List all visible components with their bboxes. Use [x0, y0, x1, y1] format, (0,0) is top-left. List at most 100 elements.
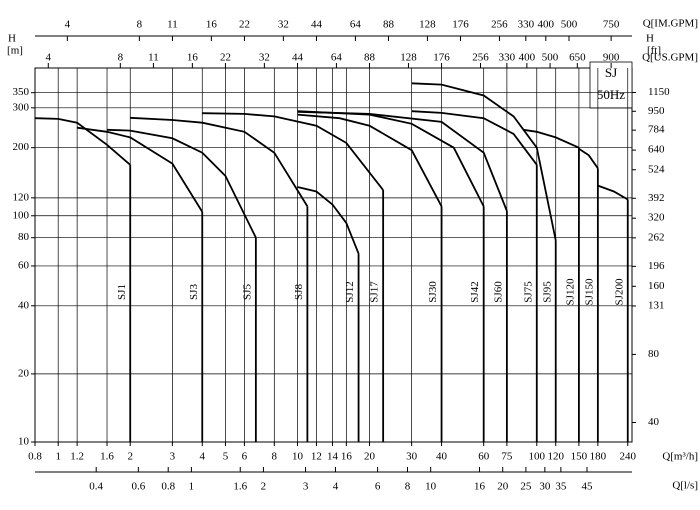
series-label: SJ75 [522, 281, 534, 303]
x_im-tick-label: 4 [65, 19, 71, 31]
y-tick-label: 40 [18, 299, 30, 311]
x-tick-label: 1.2 [70, 451, 84, 463]
x_us-tick-label: 64 [331, 52, 343, 64]
pump-curve [297, 113, 443, 207]
x_ls-tick-label: 25 [520, 481, 532, 493]
pump-curve [34, 117, 131, 166]
x-tick-label: 180 [590, 451, 607, 463]
y2-tick-label: 262 [648, 231, 665, 243]
series-label: SJ200 [613, 278, 625, 305]
y2-axis-unit: [ft] [647, 45, 661, 57]
pump-curve [523, 128, 580, 149]
x-tick-label: 1.6 [100, 451, 114, 463]
x_ls-tick-label: 2 [261, 481, 267, 493]
x_ls-tick-label: 35 [555, 481, 567, 493]
x_ls-tick-label: 3 [303, 481, 309, 493]
x_us-tick-label: 22 [220, 52, 231, 64]
x-tick-label: 8 [272, 451, 278, 463]
series-label: SJ42 [469, 281, 481, 302]
x_us-tick-label: 32 [259, 52, 270, 64]
x-tick-label: 30 [406, 451, 418, 463]
y2-axis-label: H [646, 33, 654, 45]
series-label: SJ30 [427, 281, 439, 303]
pump-curve [106, 128, 257, 239]
x-im-axis-label: Q[IM.GPM] [643, 18, 698, 30]
y-tick-label: 60 [18, 259, 30, 271]
x-tick-label: 2 [127, 451, 133, 463]
series-label: SJ5 [241, 284, 253, 300]
x_im-tick-label: 88 [383, 19, 395, 31]
y2-tick-label: 392 [648, 192, 665, 204]
x_im-tick-label: 500 [561, 19, 578, 31]
annotation-box [589, 61, 633, 109]
pump-curve [202, 112, 384, 191]
x_ls-tick-label: 6 [375, 481, 381, 493]
x_us-tick-label: 128 [400, 52, 417, 64]
x_im-tick-label: 330 [518, 19, 535, 31]
y-axis-unit: [m] [7, 45, 23, 57]
series-label: SJ8 [293, 284, 305, 300]
y-tick-label: 350 [13, 86, 30, 98]
x_us-tick-label: 11 [148, 52, 159, 64]
pump-curve [578, 147, 599, 169]
x_us-tick-label: 650 [569, 52, 586, 64]
annotation: 50Hz [597, 87, 625, 102]
pump-curve [130, 116, 309, 207]
y2-tick-label: 80 [648, 348, 660, 360]
x_us-tick-label: 4 [46, 52, 52, 64]
x-ls-axis-label: Q[l/s] [672, 480, 698, 492]
x_ls-tick-label: 0.8 [161, 481, 175, 493]
y2-tick-label: 320 [648, 212, 665, 224]
x_im-tick-label: 32 [278, 19, 289, 31]
y-tick-label: 200 [13, 141, 30, 153]
x_us-tick-label: 44 [292, 52, 304, 64]
y-tick-label: 80 [18, 231, 30, 243]
x_us-tick-label: 900 [603, 52, 620, 64]
x-tick-label: 0.8 [28, 451, 42, 463]
x-tick-label: 20 [364, 451, 376, 463]
pump-curve [76, 126, 204, 213]
x_im-tick-label: 176 [452, 19, 469, 31]
x-tick-label: 12 [311, 451, 322, 463]
x-tick-label: 4 [200, 451, 206, 463]
x-tick-label: 60 [478, 451, 490, 463]
y2-tick-label: 784 [648, 124, 665, 136]
y-tick-label: 100 [13, 209, 30, 221]
x_ls-tick-label: 4 [333, 481, 339, 493]
x_us-tick-label: 500 [542, 52, 559, 64]
y2-tick-label: 40 [648, 416, 660, 428]
series-label: SJ95 [541, 281, 553, 303]
series-label: SJ1 [116, 284, 128, 300]
x_us-tick-label: 400 [519, 52, 536, 64]
series-label: SJ60 [492, 281, 504, 303]
x_us-tick-label: 176 [433, 52, 450, 64]
pump-curve [597, 184, 629, 201]
x_im-tick-label: 64 [350, 19, 362, 31]
x_im-tick-label: 750 [603, 19, 620, 31]
x_ls-tick-label: 1 [189, 481, 195, 493]
x-tick-label: 75 [501, 451, 513, 463]
y2-tick-label: 950 [648, 105, 665, 117]
x-tick-label: 1 [55, 451, 61, 463]
x_im-tick-label: 256 [491, 19, 508, 31]
pump-curve [411, 82, 557, 241]
x_im-tick-label: 22 [239, 19, 250, 31]
x_im-tick-label: 8 [137, 19, 143, 31]
pump-curve [297, 110, 485, 207]
x-tick-label: 150 [571, 451, 588, 463]
x_ls-tick-label: 16 [474, 481, 486, 493]
annotation: SJ [605, 65, 617, 80]
x_im-tick-label: 11 [167, 19, 178, 31]
y2-tick-label: 160 [648, 280, 665, 292]
x_ls-tick-label: 45 [581, 481, 593, 493]
x-tick-label: 6 [242, 451, 248, 463]
y-tick-label: 120 [13, 191, 30, 203]
x-tick-label: 3 [170, 451, 176, 463]
x_us-tick-label: 8 [118, 52, 124, 64]
x_ls-tick-label: 0.4 [89, 481, 103, 493]
x-tick-label: 240 [620, 451, 637, 463]
x_us-tick-label: 88 [364, 52, 376, 64]
x_us-tick-label: 256 [472, 52, 489, 64]
y2-tick-label: 1150 [648, 86, 670, 98]
